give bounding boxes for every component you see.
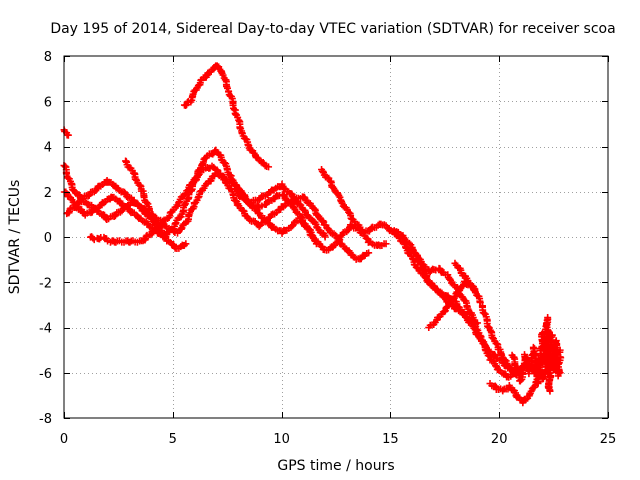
data-point — [151, 226, 159, 234]
y-tick-label: -4 — [39, 322, 52, 337]
y-tick-label: 0 — [44, 231, 52, 246]
data-point — [491, 382, 499, 390]
x-tick-label: 5 — [169, 432, 177, 447]
series-track-13 — [451, 259, 479, 295]
data-point — [405, 239, 413, 247]
y-tick-label: -2 — [39, 276, 52, 291]
y-axis-label: SDTVAR / TECUs — [7, 180, 23, 295]
data-point — [220, 159, 228, 167]
data-point — [329, 243, 337, 251]
y-tick-label: -6 — [39, 367, 52, 382]
series-track-4 — [180, 62, 273, 171]
data-point — [471, 287, 479, 295]
x-tick-label: 15 — [382, 432, 399, 447]
data-point — [181, 201, 189, 209]
data-point — [556, 353, 564, 361]
chart-title: Day 195 of 2014, Sidereal Day-to-day VTE… — [50, 21, 615, 37]
series-track-9 — [234, 189, 390, 254]
y-tick-label: 4 — [44, 141, 52, 156]
data-point — [288, 222, 296, 230]
data-point — [555, 367, 563, 375]
data-point — [473, 331, 481, 339]
data-point — [265, 163, 273, 171]
data-point — [400, 234, 408, 242]
data-point — [255, 222, 263, 230]
x-tick-label: 0 — [60, 432, 68, 447]
data-point — [182, 240, 190, 248]
data-point — [329, 183, 337, 191]
data-point — [244, 198, 252, 206]
y-tick-label: -8 — [39, 412, 52, 427]
data-point — [321, 233, 329, 241]
data-point — [313, 211, 321, 219]
data-point — [501, 356, 509, 364]
data-point — [448, 298, 456, 306]
x-tick-label: 20 — [491, 432, 508, 447]
data-point — [454, 288, 462, 296]
y-tick-label: 6 — [44, 95, 52, 110]
data-point — [466, 319, 474, 327]
data-point — [382, 240, 390, 248]
data-point — [228, 175, 236, 183]
data-point — [556, 369, 564, 377]
series-track-6 — [122, 157, 190, 253]
data-point — [64, 131, 72, 139]
data-point — [420, 266, 428, 274]
data-point — [324, 225, 332, 233]
data-point — [489, 334, 497, 342]
x-tick-label: 25 — [600, 432, 617, 447]
data-point — [64, 174, 72, 182]
data-point — [132, 175, 140, 183]
series-track-14 — [486, 378, 540, 407]
data-point — [226, 171, 234, 179]
data-point — [159, 217, 167, 225]
x-tick-label: 10 — [273, 432, 290, 447]
data-points — [60, 62, 565, 407]
x-axis-label: GPS time / hours — [277, 458, 394, 474]
ticks: 0 5 10 15 20 25 -8 -6 -4 -2 0 2 4 6 8 — [39, 50, 616, 447]
data-point — [143, 199, 151, 207]
data-point — [191, 177, 199, 185]
series-track-16 — [530, 344, 564, 383]
y-tick-label: 8 — [44, 50, 52, 65]
data-point — [442, 304, 450, 312]
data-point — [346, 221, 354, 229]
series-track-7 — [87, 226, 159, 246]
data-point — [280, 191, 288, 199]
y-tick-label: 2 — [44, 186, 52, 201]
data-point — [365, 249, 373, 257]
data-point — [243, 213, 251, 221]
series-track-3 — [63, 162, 373, 263]
data-point — [147, 231, 155, 239]
